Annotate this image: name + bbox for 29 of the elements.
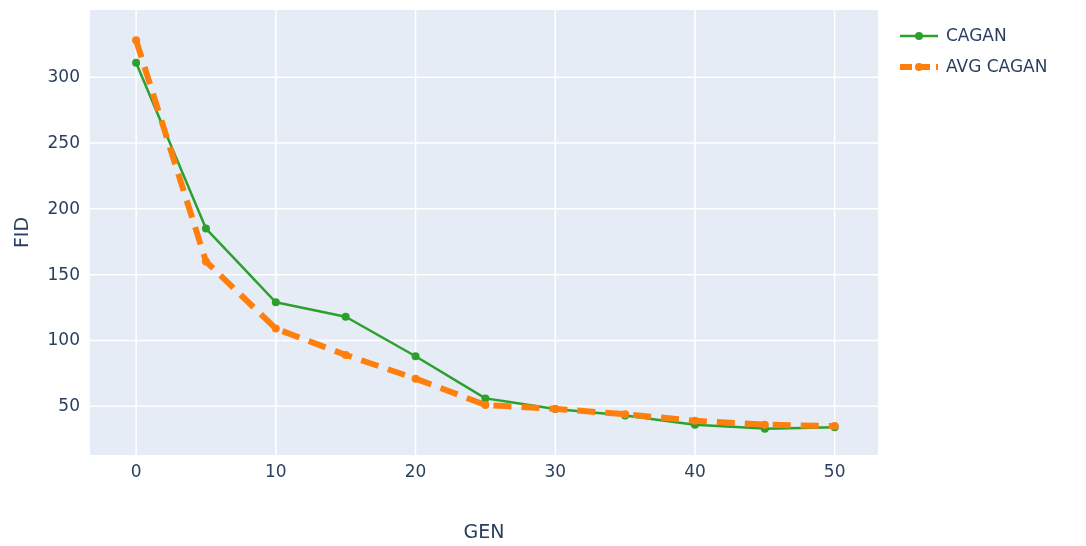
x-tick-label: 10 — [265, 461, 287, 481]
x-axis-title: GEN — [463, 520, 505, 542]
y-tick-label: 300 — [47, 66, 80, 87]
point — [201, 257, 210, 266]
point — [132, 58, 141, 67]
y-tick-label: 200 — [47, 197, 80, 218]
point — [690, 416, 699, 425]
y-axis-title: FID — [10, 216, 32, 249]
y-tick-label: 150 — [47, 263, 80, 284]
legend-label: CAGAN — [946, 25, 1007, 45]
point — [271, 324, 280, 333]
x-tick-label: 50 — [823, 461, 846, 481]
point — [411, 374, 420, 383]
point — [271, 298, 280, 307]
point — [760, 420, 769, 429]
y-tick-label: 100 — [47, 329, 80, 350]
point — [481, 400, 490, 409]
x-tick-label: 0 — [130, 461, 142, 481]
point — [341, 312, 350, 321]
y-tick-label: 50 — [58, 395, 80, 416]
x-tick-label: 30 — [544, 461, 567, 481]
point — [201, 224, 210, 233]
point — [411, 352, 420, 361]
point — [341, 350, 350, 359]
y-tick-label: 250 — [47, 131, 80, 152]
point — [132, 36, 141, 45]
x-tick-label: 40 — [684, 461, 706, 481]
legend-label: AVG CAGAN — [946, 56, 1048, 76]
x-tick-label: 20 — [404, 461, 427, 481]
